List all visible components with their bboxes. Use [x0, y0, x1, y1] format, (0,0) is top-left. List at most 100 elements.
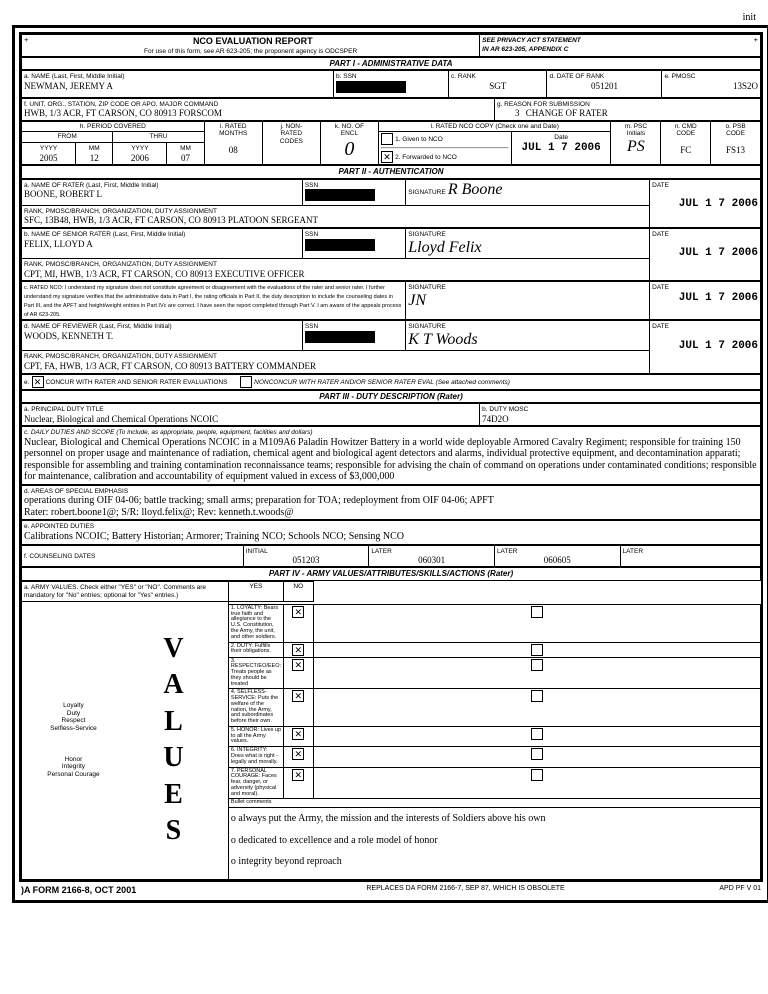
cmd-lbl: n. CMD CODE: [675, 123, 697, 137]
n6[interactable]: [531, 748, 543, 760]
given-checkbox[interactable]: [381, 133, 393, 145]
part1-row2: f. UNIT, ORG., STATION, ZIP CODE OR APO,…: [21, 98, 761, 121]
rater-date-lbl: DATE: [652, 182, 669, 189]
n7[interactable]: [531, 769, 543, 781]
pmosc-lbl: e. PMOSC: [664, 73, 695, 80]
p3a-val: Nuclear, Biological and Chemical Operati…: [24, 414, 218, 424]
p3b-lbl: b. DUTY MOSC: [482, 406, 528, 413]
y3[interactable]: ✕: [292, 659, 304, 671]
p3c-lbl: c. DAILY DUTIES AND SCOPE (To include, a…: [24, 429, 313, 436]
av4: 4. SELFLESS-SERVICE: Puts the welfare of…: [228, 689, 283, 727]
b2: o dedicated to excellence and a role mod…: [231, 835, 758, 847]
y7[interactable]: ✕: [292, 769, 304, 781]
concur-lbl: CONCUR WITH RATER AND SENIOR RATER EVALU…: [46, 379, 228, 386]
period-lbl: h. PERIOD COVERED: [22, 121, 205, 131]
sr-sig-lbl: SIGNATURE: [408, 231, 445, 238]
pmosc-val: 13S2O: [733, 81, 758, 91]
vl1: Duty: [24, 710, 123, 717]
yes-hdr: YES: [228, 581, 283, 601]
plus2: +: [754, 36, 758, 45]
l2-lbl: LATER: [497, 548, 517, 555]
rank-val: SGT: [451, 81, 545, 91]
sr-rank: CPT, MI, HWB, 1/3 ACR, FT CARSON, CO 809…: [24, 269, 304, 279]
vl6: Integrity: [24, 763, 123, 770]
b3: o integrity beyond reproach: [231, 856, 758, 868]
fy: 2005: [40, 153, 58, 163]
tm: 07: [181, 153, 190, 163]
rank-lbl: c. RANK: [451, 73, 476, 80]
given-lbl: 1. Given to NCO: [395, 136, 443, 143]
reviewer-block: d. NAME OF REVIEWER (Last, First, Middle…: [21, 320, 761, 373]
part1-row3: h. PERIOD COVERED i. RATED MONTHS 08 j. N…: [21, 121, 761, 165]
y2[interactable]: ✕: [292, 644, 304, 656]
part1-row1: a. NAME (Last, First, Middle Initial)NEW…: [21, 70, 761, 97]
counseling-dates: f. COUNSELING DATES INITIAL051203 LATER0…: [21, 545, 761, 568]
p3f-lbl: f. COUNSELING DATES: [24, 553, 95, 560]
replaces: REPLACES DA FORM 2166-7, SEP 87, WHICH I…: [261, 884, 671, 896]
nonconcur-lbl: NONCONCUR WITH RATER AND/OR SENIOR RATER…: [254, 379, 510, 386]
fm: 12: [90, 153, 99, 163]
concur-checkbox[interactable]: ✕: [32, 376, 44, 388]
rated-lbl: i. RATED MONTHS: [219, 123, 247, 137]
date-stamp: JUL 1 7 2006: [522, 142, 601, 154]
c-text: c. RATED NCO: I understand my signature …: [24, 285, 401, 317]
n4[interactable]: [531, 690, 543, 702]
dor-lbl: d. DATE OF RANK: [549, 73, 604, 80]
unit-val: HWB, 1/3 ACR, FT CARSON, CO 80913 FORSCO…: [24, 108, 222, 118]
sr-name: FELIX, LLOYD A: [24, 239, 93, 249]
plus: +: [24, 36, 28, 45]
nco-date-lbl: DATE: [652, 284, 669, 291]
fwd-checkbox[interactable]: ✕: [381, 151, 393, 163]
copy-lbl: l. RATED NCO COPY (Check one and Date): [378, 121, 611, 131]
rater-name: BOONE, ROBERT L: [24, 189, 102, 199]
form-page: + NCO EVALUATION REPORT For use of this …: [12, 25, 768, 903]
privacy2: IN AR 623-205, APPENDIX C: [482, 46, 568, 53]
rater-block: a. NAME OF RATER (Last, First, Middle In…: [21, 179, 761, 229]
vl0: Loyalty: [24, 702, 123, 709]
ty: 2006: [131, 153, 149, 163]
y4[interactable]: ✕: [292, 690, 304, 702]
rater-date: JUL 1 7 2006: [679, 198, 758, 211]
l1-lbl: LATER: [371, 548, 391, 555]
rater-ssn: [305, 189, 375, 201]
fm-lbl: MM: [89, 145, 100, 152]
vl7: Personal Courage: [24, 771, 123, 778]
nonrated-lbl: j. NON- RATED CODES: [262, 121, 320, 164]
n2[interactable]: [531, 644, 543, 656]
psc-initials: PS: [627, 138, 645, 155]
reason-code: 3: [515, 108, 520, 118]
nco-date: JUL 1 7 2006: [679, 292, 758, 305]
p3e-lbl: e. APPOINTED DUTIES: [24, 523, 94, 530]
ssn-lbl: b. SSN: [336, 73, 357, 80]
sr-lbl: b. NAME OF SENIOR RATER (Last, First, Mi…: [24, 231, 185, 238]
cmd-val: FC: [680, 145, 691, 155]
ssn-redacted: [336, 81, 406, 93]
encl-lbl: k. NO. OF ENCL: [335, 123, 364, 137]
n3[interactable]: [531, 659, 543, 671]
n5[interactable]: [531, 728, 543, 740]
l3-lbl: LATER: [623, 548, 643, 555]
no-hdr: NO: [284, 581, 314, 601]
l1-val: 060301: [371, 555, 492, 565]
l2-val: 060605: [497, 555, 618, 565]
y5[interactable]: ✕: [292, 728, 304, 740]
init-val: 051203: [246, 555, 367, 565]
p3d-lbl: d. AREAS OF SPECIAL EMPHASIS: [24, 488, 128, 495]
rated-val: 08: [229, 145, 238, 155]
nonconcur-checkbox[interactable]: [240, 376, 252, 388]
part1-hdr: PART I - ADMINISTRATIVE DATA: [22, 58, 761, 70]
bc-lbl: Bullet comments: [228, 799, 760, 808]
nco-sig: JN: [408, 292, 426, 309]
rev-lbl: d. NAME OF REVIEWER (Last, First, Middle…: [24, 323, 172, 330]
y1[interactable]: ✕: [292, 606, 304, 618]
privacy1: SEE PRIVACY ACT STATEMENT: [482, 37, 581, 44]
rev-name: WOODS, KENNETH T.: [24, 331, 113, 341]
p3e-val: Calibrations NCOIC; Battery Historian; A…: [24, 531, 404, 542]
rater-rank-lbl: RANK, PMOSC/BRANCH, ORGANIZATION, DUTY A…: [24, 208, 217, 215]
n1[interactable]: [531, 606, 543, 618]
part4-body: a. ARMY VALUES. Check either "YES" or "N…: [21, 581, 761, 880]
unit-lbl: f. UNIT, ORG., STATION, ZIP CODE OR APO,…: [24, 101, 218, 108]
y6[interactable]: ✕: [292, 748, 304, 760]
handwritten-note: init: [12, 12, 756, 23]
c-block: c. RATED NCO: I understand my signature …: [21, 281, 761, 320]
